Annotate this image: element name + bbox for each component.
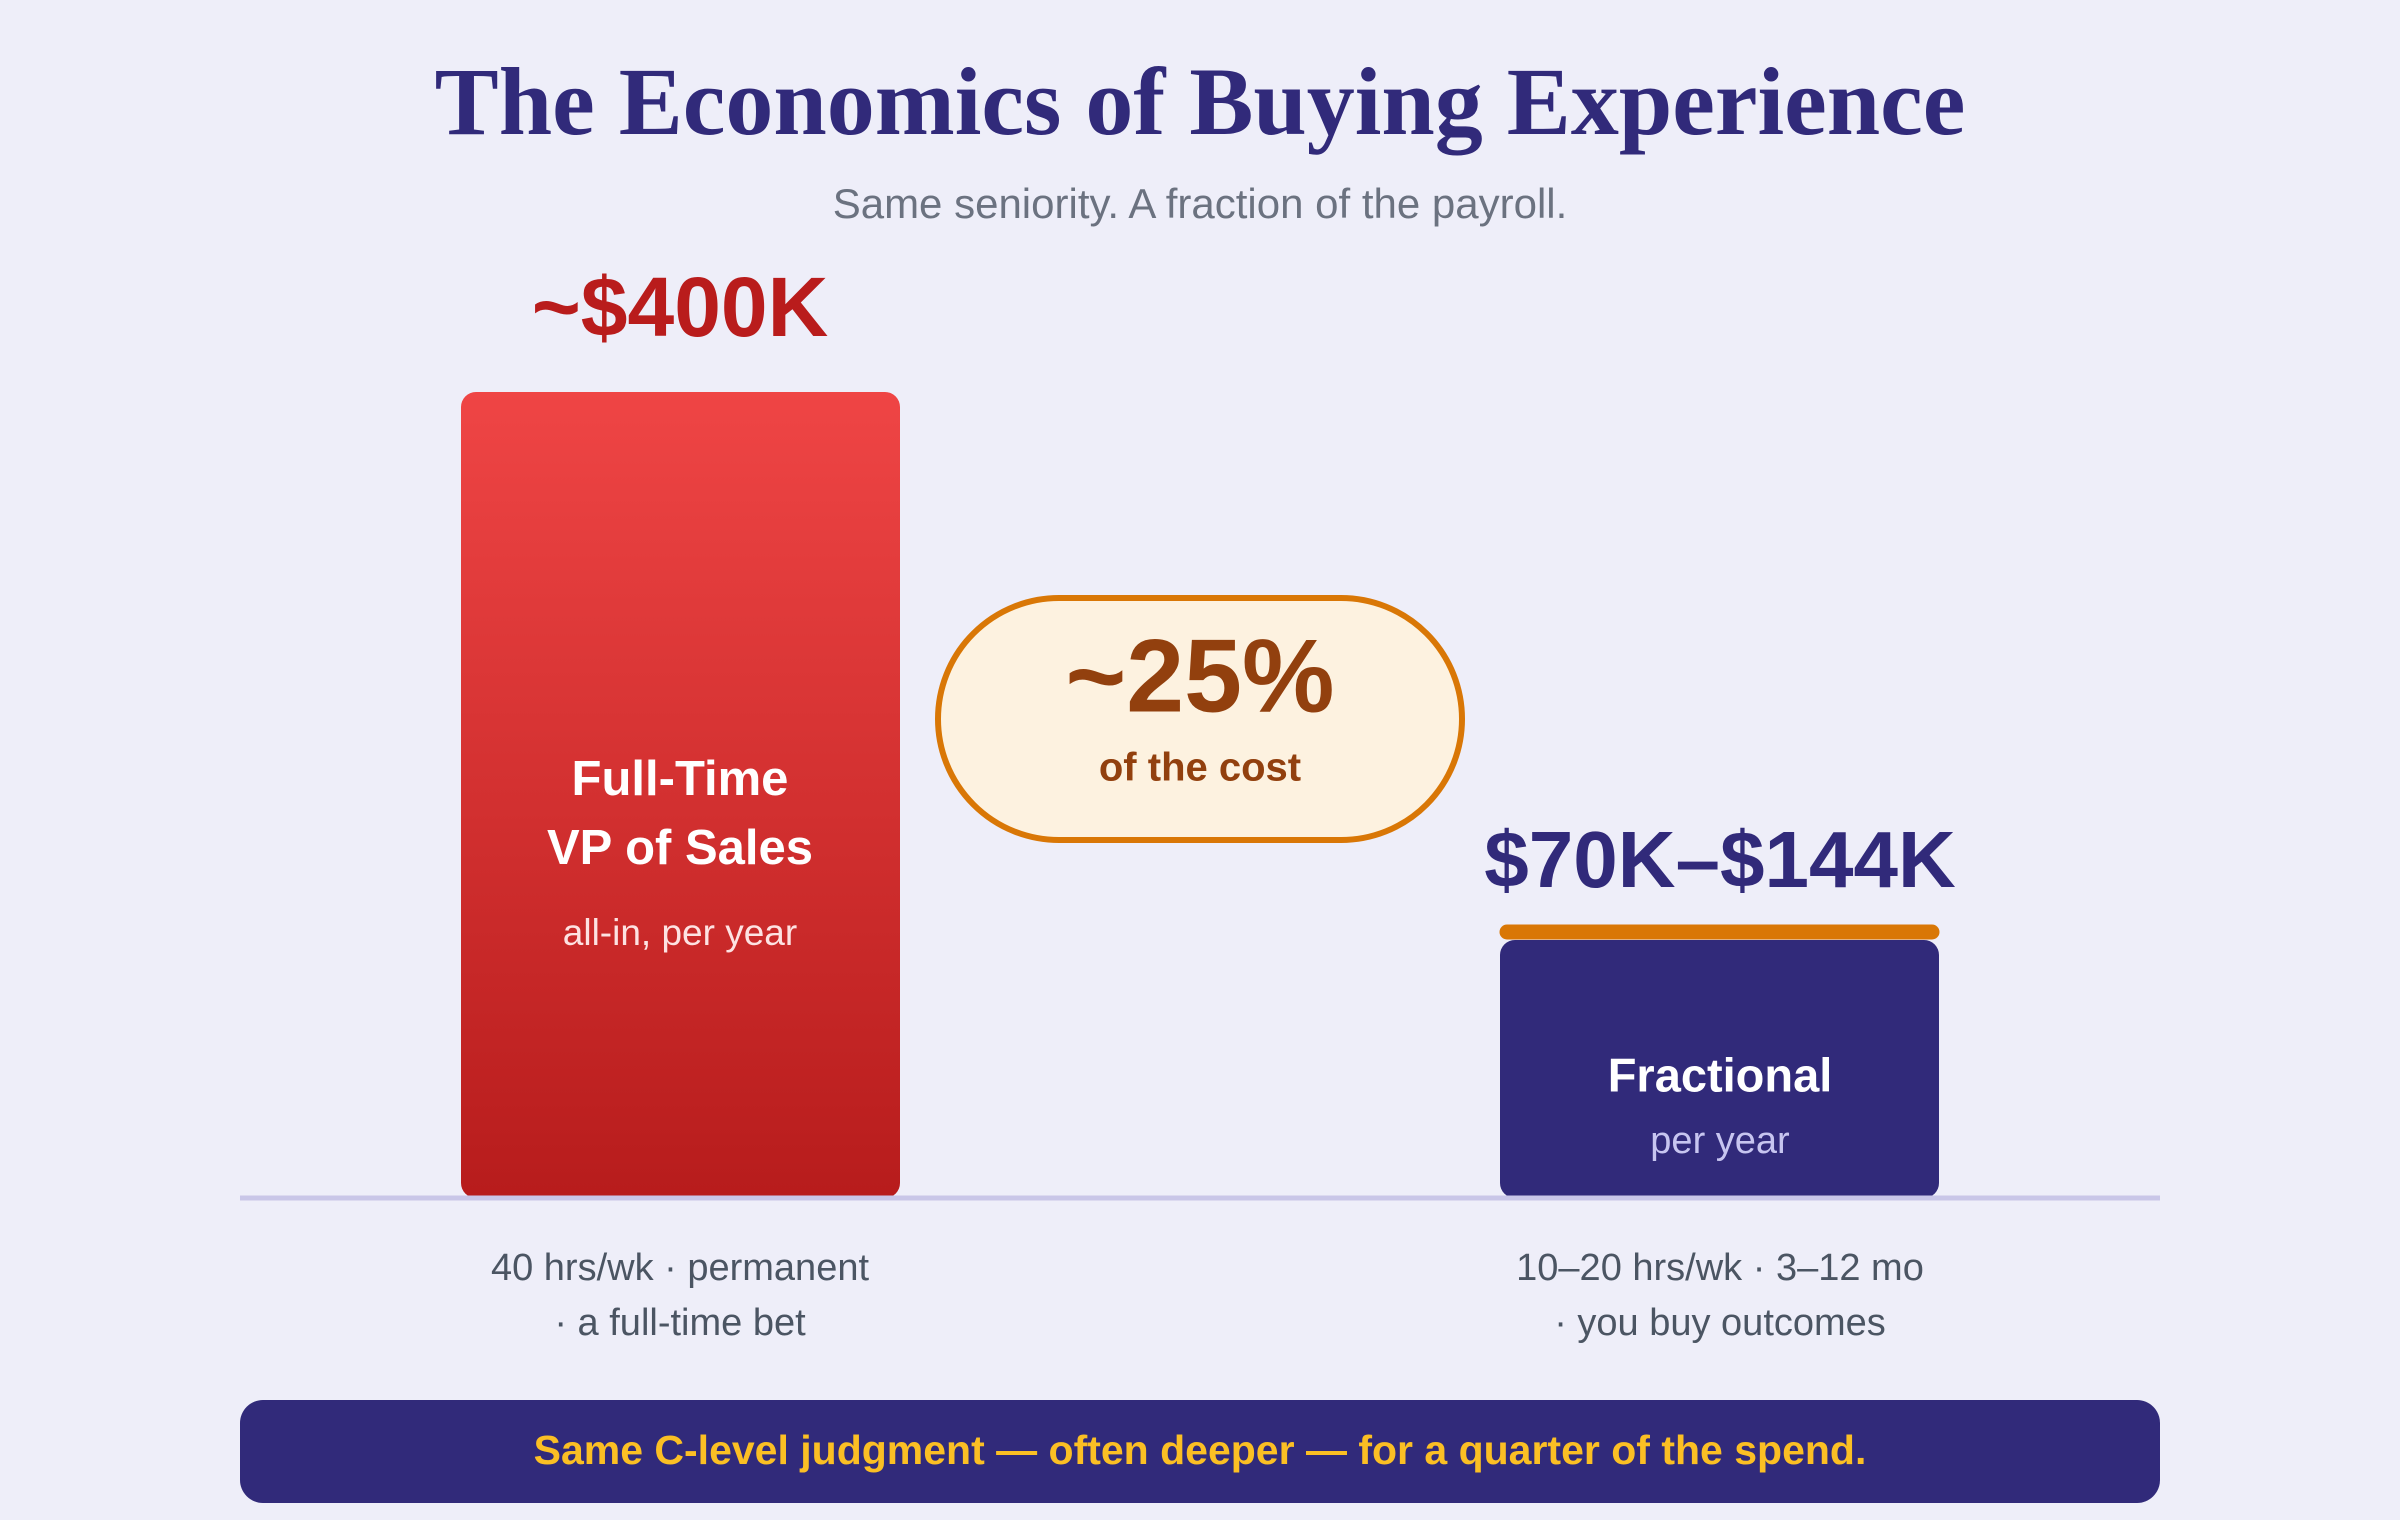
full-time-note: 40 hrs/wk · permanent	[491, 1247, 869, 1289]
fractional-note: · you buy outcomes	[1554, 1302, 1886, 1344]
full-time-amount: ~$400K	[532, 260, 829, 354]
comparison-pill	[935, 595, 1465, 843]
fractional-label: Fractional	[1608, 1048, 1833, 1101]
comparison-percent: ~25%	[1066, 618, 1335, 734]
full-time-sublabel: all-in, per year	[563, 912, 797, 953]
fractional-bar	[1500, 940, 1939, 1198]
fractional-sublabel: per year	[1650, 1120, 1790, 1162]
fractional-amount: $70K–$144K	[1484, 815, 1956, 904]
full-time-label: Full-Time	[572, 752, 789, 806]
fractional-note: 10–20 hrs/wk · 3–12 mo	[1516, 1247, 1924, 1289]
title: The Economics of Buying Experience	[435, 48, 1966, 155]
comparison-caption: of the cost	[1099, 746, 1301, 790]
full-time-bar	[461, 392, 900, 1198]
footer-banner	[240, 1400, 2160, 1503]
full-time-label: VP of Sales	[547, 821, 813, 875]
full-time-note: · a full-time bet	[554, 1302, 806, 1344]
footer-text: Same C-level judgment — often deeper — f…	[534, 1427, 1867, 1473]
subtitle: Same seniority. A fraction of the payrol…	[833, 180, 1568, 227]
